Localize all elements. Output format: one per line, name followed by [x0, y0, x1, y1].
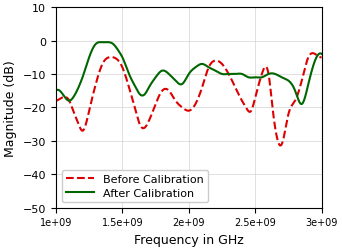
Before Calibration — [266, 70, 270, 73]
Before Calibration — [311, 52, 315, 56]
Y-axis label: Magnitude (dB): Magnitude (dB) — [4, 60, 17, 156]
Before Calibration — [81, 130, 85, 132]
After Calibration — [261, 76, 265, 79]
After Calibration — [162, 70, 166, 73]
Line: Before Calibration: Before Calibration — [56, 54, 321, 146]
X-axis label: Frequency in GHz: Frequency in GHz — [134, 233, 244, 246]
After Calibration — [105, 42, 109, 44]
Before Calibration — [261, 70, 265, 72]
Legend: Before Calibration, After Calibration: Before Calibration, After Calibration — [62, 170, 208, 202]
After Calibration — [319, 53, 324, 56]
Before Calibration — [236, 93, 240, 96]
After Calibration — [299, 103, 303, 106]
Before Calibration — [54, 100, 58, 103]
After Calibration — [266, 73, 270, 76]
After Calibration — [171, 78, 175, 80]
Before Calibration — [319, 56, 324, 59]
Line: After Calibration: After Calibration — [56, 43, 321, 105]
After Calibration — [81, 75, 85, 78]
After Calibration — [54, 90, 58, 93]
Before Calibration — [161, 89, 166, 92]
Before Calibration — [171, 96, 175, 99]
Before Calibration — [278, 144, 282, 148]
After Calibration — [237, 73, 241, 76]
